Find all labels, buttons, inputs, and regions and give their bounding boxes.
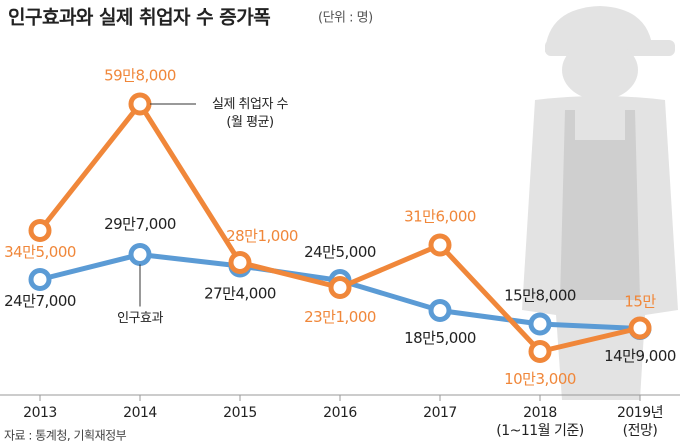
x-tick-label: 2013 <box>23 405 57 421</box>
point <box>128 92 152 116</box>
point <box>628 316 652 340</box>
point <box>528 340 552 363</box>
chart-title: 인구효과와 실제 취업자 수 증가폭 <box>8 7 270 29</box>
chart-subtitle: (단위 : 명) <box>318 11 373 26</box>
point <box>428 233 452 257</box>
value-label: 18만5,000 <box>404 329 476 347</box>
value-label: 59만8,000 <box>104 67 176 85</box>
point <box>328 276 352 299</box>
value-label: 34만5,000 <box>4 243 76 261</box>
point <box>228 251 252 274</box>
value-label: 24만7,000 <box>4 292 76 310</box>
x-tick-label: 2018 (1~11월 기준) <box>496 405 584 439</box>
apron <box>560 110 640 300</box>
x-tick-label: 2017 <box>423 405 457 421</box>
value-label: 27만4,000 <box>204 285 276 303</box>
point <box>428 299 452 322</box>
value-label: 10만3,000 <box>504 370 576 388</box>
legend-label: 실제 취업자 수 (월 평균) <box>212 97 289 130</box>
point <box>128 243 152 266</box>
point <box>28 268 52 291</box>
value-label: 15만 <box>624 293 656 311</box>
point <box>28 219 52 242</box>
value-label: 14만9,000 <box>604 347 676 365</box>
x-tick-label: 2015 <box>223 405 257 421</box>
value-label: 28만1,000 <box>226 227 298 245</box>
point <box>528 312 552 336</box>
value-label: 29만7,000 <box>104 215 176 233</box>
x-tick-label: 2019년 (전망) <box>617 405 663 439</box>
legend-label: 인구효과 <box>117 311 163 326</box>
value-label: 23만1,000 <box>304 308 376 326</box>
value-label: 24만5,000 <box>304 243 376 261</box>
source: 자료 : 통계청, 기획재정부 <box>4 429 127 443</box>
x-tick-label: 2014 <box>123 405 157 421</box>
value-label: 15만8,000 <box>504 287 576 305</box>
x-tick-label: 2016 <box>323 405 357 421</box>
value-label: 31만6,000 <box>404 208 476 226</box>
